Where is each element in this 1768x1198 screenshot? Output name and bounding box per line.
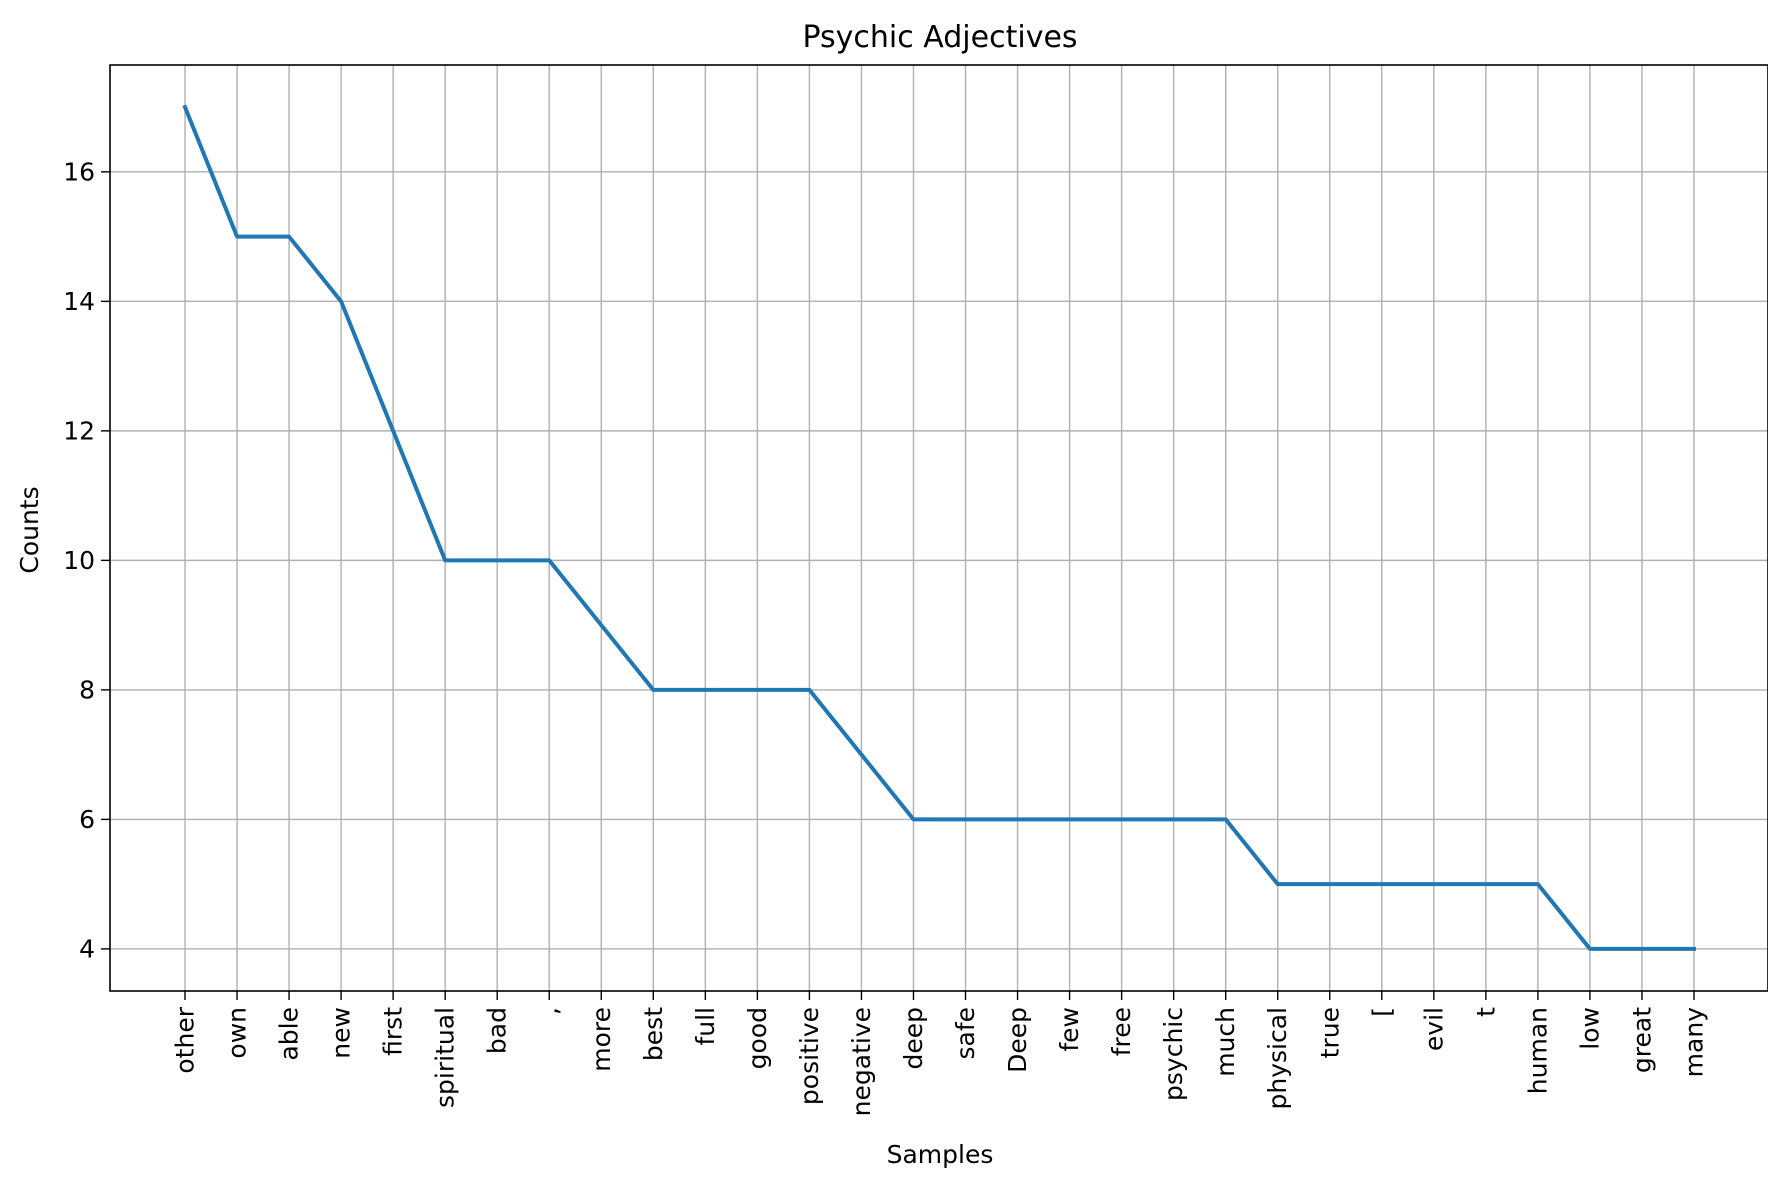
x-tick-label: safe xyxy=(951,1007,980,1060)
x-tick-label: good xyxy=(743,1007,772,1069)
x-tick-label: evil xyxy=(1419,1007,1448,1051)
x-tick-label: , xyxy=(535,1007,564,1015)
x-tick-label: Deep xyxy=(1003,1007,1032,1073)
x-tick-label: able xyxy=(275,1007,304,1061)
x-axis-ticks: other own able new first spiritual bad, more bes… xyxy=(171,991,1709,1116)
y-tick-label: 8 xyxy=(79,675,95,704)
y-tick-label: 12 xyxy=(63,416,95,445)
y-tick-label: 14 xyxy=(63,287,95,316)
x-tick-label: few xyxy=(1055,1007,1084,1052)
y-tick-label: 6 xyxy=(79,805,95,834)
x-tick-label: more xyxy=(587,1007,616,1072)
x-tick-label: first xyxy=(379,1007,408,1056)
x-tick-label: human xyxy=(1523,1007,1552,1094)
x-tick-label: full xyxy=(691,1007,720,1046)
x-tick-label: low xyxy=(1575,1007,1604,1050)
x-tick-label: great xyxy=(1627,1007,1656,1073)
x-tick-label: positive xyxy=(795,1007,824,1105)
x-tick-label: psychic xyxy=(1159,1007,1188,1101)
x-tick-label: t xyxy=(1471,1007,1500,1017)
chart-title: Psychic Adjectives xyxy=(802,20,1077,55)
x-tick-label: free xyxy=(1107,1007,1136,1056)
y-tick-label: 10 xyxy=(63,546,95,575)
x-tick-label: much xyxy=(1211,1007,1240,1077)
x-tick-label: other xyxy=(171,1006,200,1073)
x-tick-label: spiritual xyxy=(431,1007,460,1108)
x-tick-label: deep xyxy=(899,1007,928,1070)
x-tick-label: many xyxy=(1680,1007,1709,1078)
series-line xyxy=(182,104,1696,951)
x-tick-label: bad xyxy=(483,1007,512,1054)
x-tick-label: new xyxy=(327,1007,356,1059)
y-tick-label: 16 xyxy=(63,157,95,186)
series-layer xyxy=(182,104,1696,951)
y-axis-ticks: 4 6 8 10 12 14 16 xyxy=(63,157,110,963)
y-axis-label: Counts xyxy=(15,486,44,573)
x-gridlines xyxy=(184,65,1695,991)
y-gridlines xyxy=(110,171,1768,950)
x-tick-label: physical xyxy=(1263,1007,1292,1110)
x-tick-label: best xyxy=(639,1007,668,1061)
x-tick-label: own xyxy=(223,1007,252,1059)
x-axis-label: Samples xyxy=(887,1140,994,1169)
y-tick-label: 4 xyxy=(79,934,95,963)
plot-frame xyxy=(109,64,1768,992)
x-tick-label: true xyxy=(1315,1007,1344,1058)
x-tick-label: negative xyxy=(847,1007,876,1116)
x-tick-label: [ xyxy=(1367,1007,1396,1017)
